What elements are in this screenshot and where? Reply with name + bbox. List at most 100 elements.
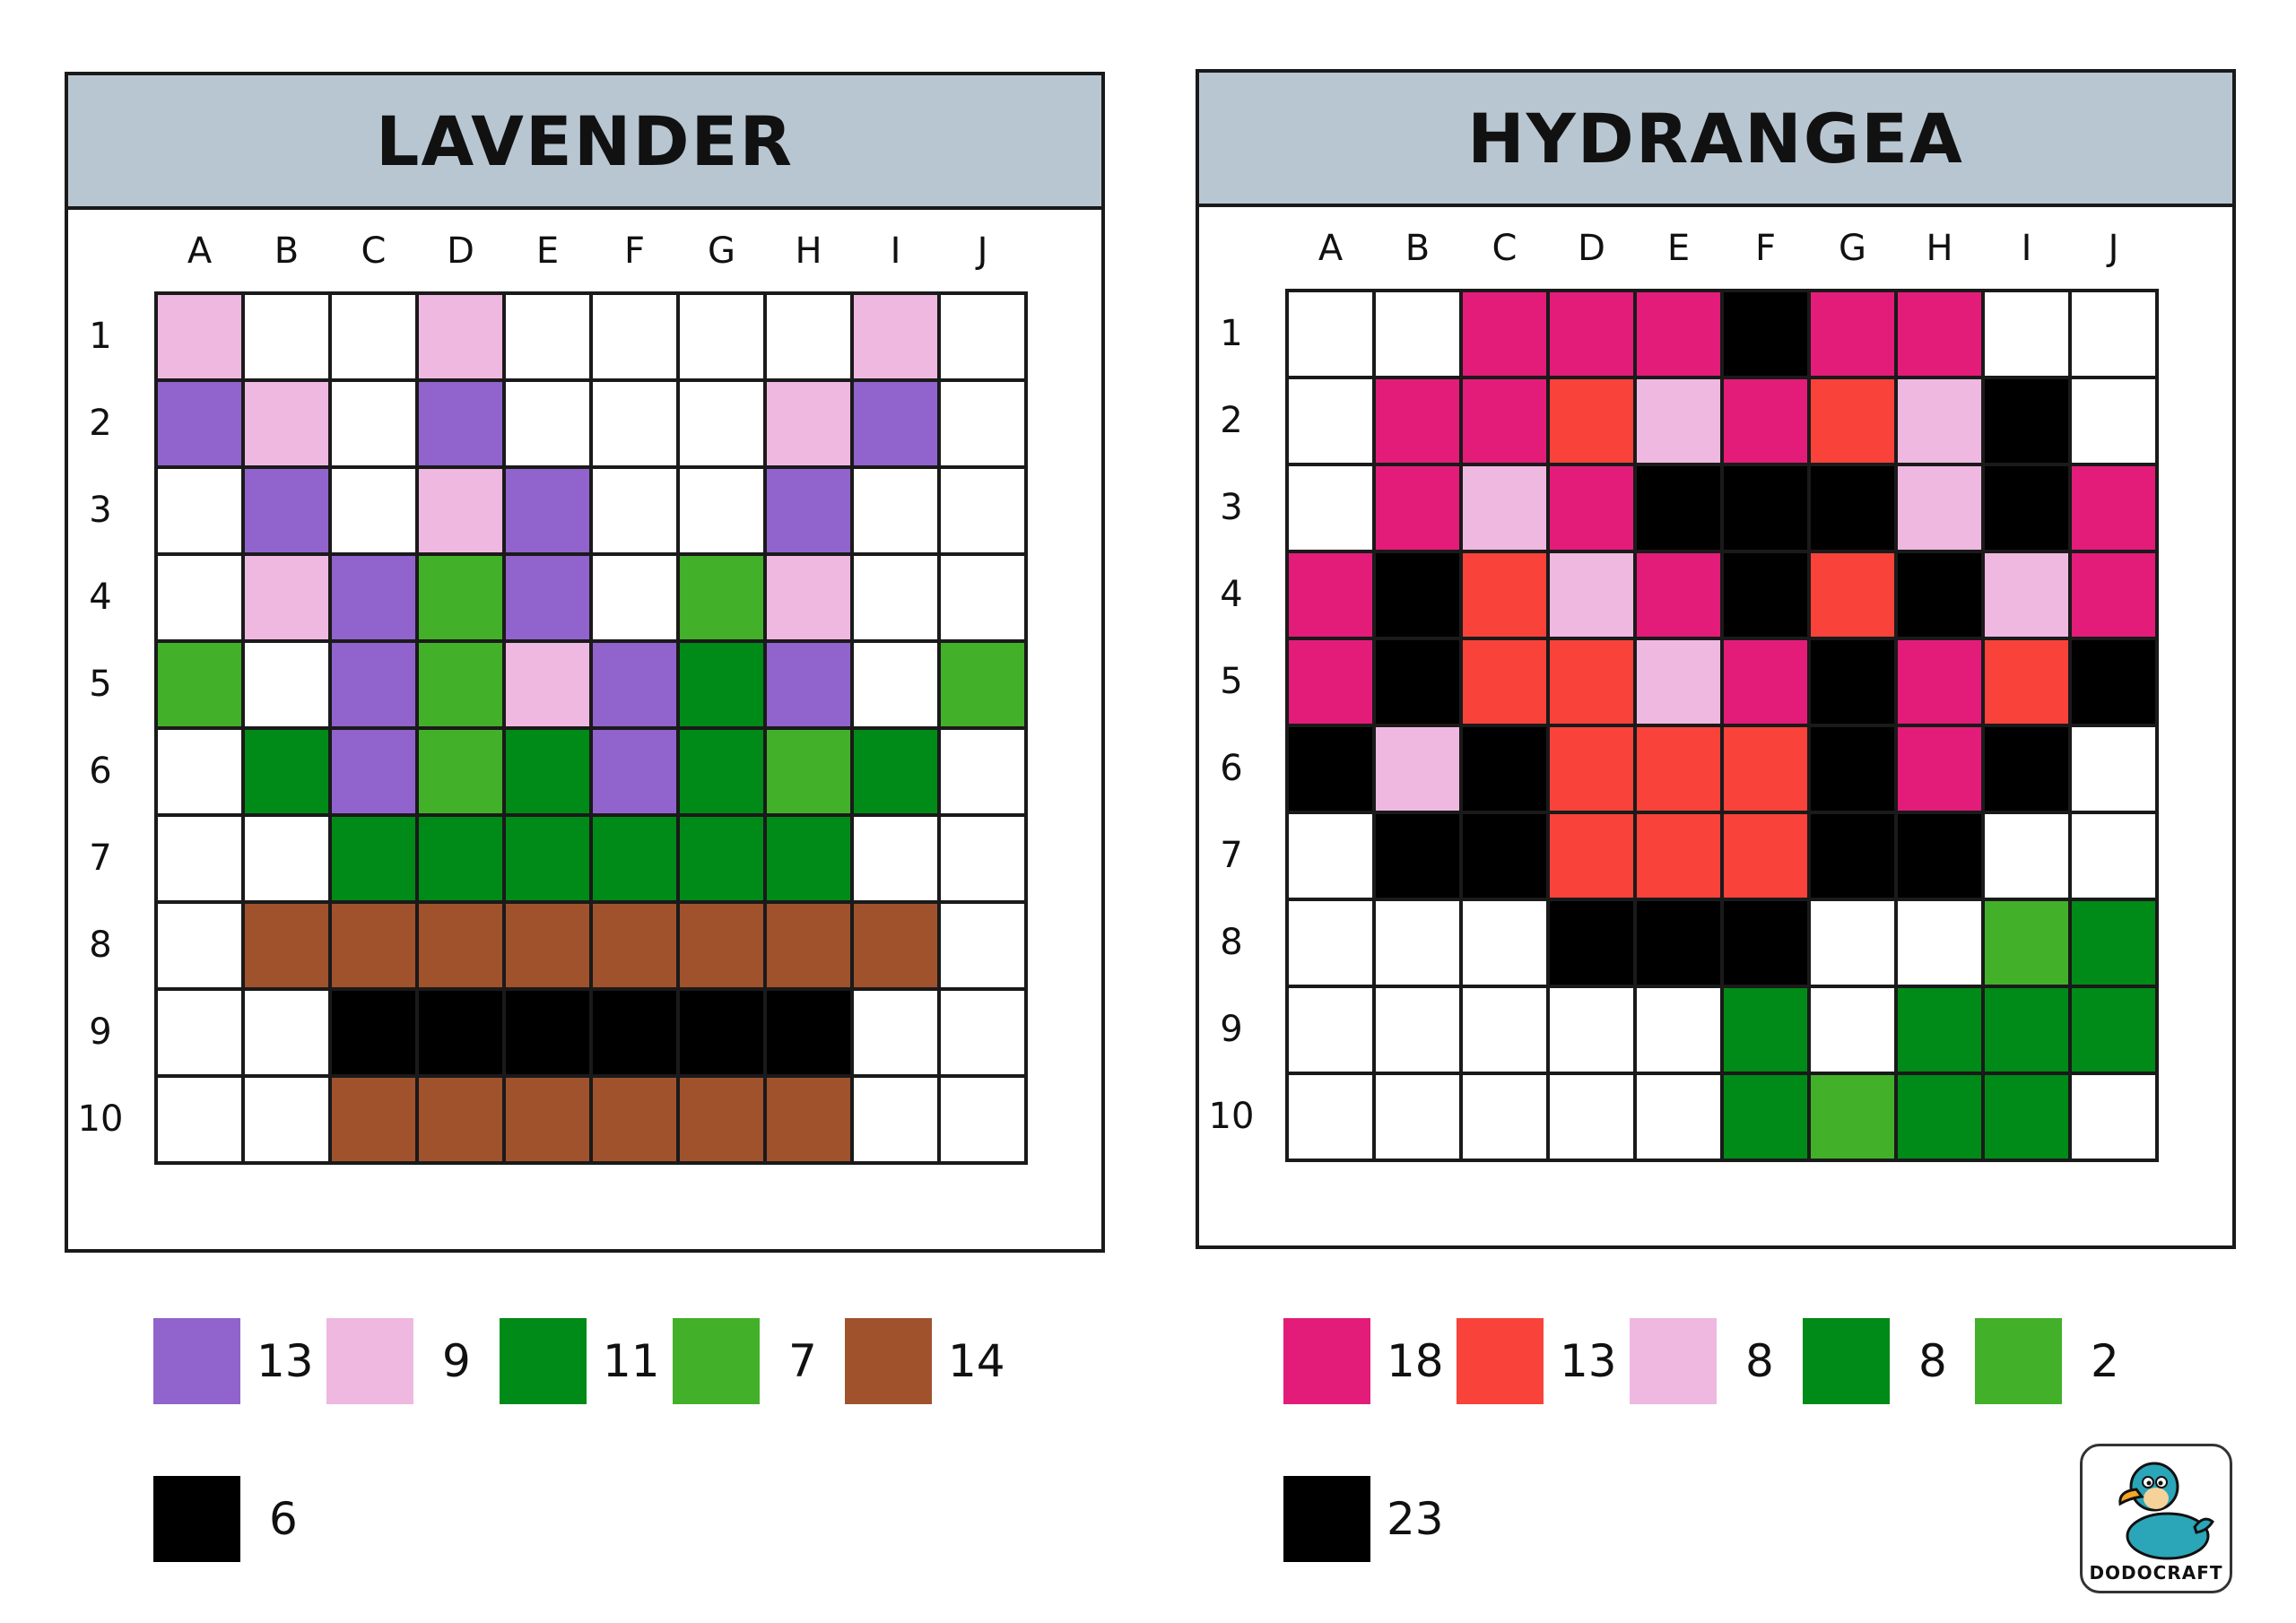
hydrangea-cell-B10 bbox=[1374, 1073, 1461, 1160]
lavender-row-label: 3 bbox=[89, 490, 112, 531]
hydrangea-cell-H6 bbox=[1896, 725, 1983, 812]
legend-swatch bbox=[153, 1476, 240, 1562]
lavender-row-label: 8 bbox=[89, 924, 112, 966]
lavender-row-label: 5 bbox=[89, 664, 112, 705]
hydrangea-cell-I5 bbox=[1983, 638, 2070, 725]
hydrangea-cell-E3 bbox=[1635, 464, 1722, 551]
lavender-cell-C5 bbox=[330, 641, 417, 728]
lavender-cell-I6 bbox=[852, 728, 939, 815]
hydrangea-cell-F7 bbox=[1722, 812, 1809, 899]
legend-count: 14 bbox=[948, 1335, 1005, 1387]
hydrangea-cell-J8 bbox=[2070, 899, 2157, 986]
hydrangea-cell-I3 bbox=[1983, 464, 2070, 551]
hydrangea-row-label: 6 bbox=[1220, 748, 1243, 789]
hydrangea-cell-C8 bbox=[1461, 899, 1548, 986]
legend-count: 13 bbox=[257, 1335, 314, 1387]
hydrangea-column-label: C bbox=[1492, 228, 1518, 269]
hydrangea-cell-D9 bbox=[1548, 986, 1635, 1073]
hydrangea-legend-item: 18 bbox=[1283, 1318, 1444, 1404]
hydrangea-cell-B7 bbox=[1374, 812, 1461, 899]
lavender-cell-A7 bbox=[156, 815, 243, 902]
hydrangea-cell-F9 bbox=[1722, 986, 1809, 1073]
hydrangea-cell-F10 bbox=[1722, 1073, 1809, 1160]
lavender-cell-H5 bbox=[765, 641, 852, 728]
legend-swatch bbox=[1283, 1318, 1370, 1404]
hydrangea-cell-B8 bbox=[1374, 899, 1461, 986]
dodo-bird-icon bbox=[2118, 1462, 2214, 1560]
lavender-row-label: 9 bbox=[89, 1011, 112, 1053]
hydrangea-cell-J4 bbox=[2070, 551, 2157, 638]
hydrangea-cell-I4 bbox=[1983, 551, 2070, 638]
hydrangea-cell-F5 bbox=[1722, 638, 1809, 725]
hydrangea-cell-H2 bbox=[1896, 378, 1983, 464]
hydrangea-cell-C7 bbox=[1461, 812, 1548, 899]
hydrangea-cell-H9 bbox=[1896, 986, 1983, 1073]
lavender-legend-item: 7 bbox=[673, 1318, 817, 1404]
hydrangea-column-label: I bbox=[2021, 228, 2032, 269]
legend-swatch bbox=[500, 1318, 587, 1404]
legend-swatch bbox=[1803, 1318, 1890, 1404]
lavender-cell-G8 bbox=[678, 902, 765, 989]
lavender-column-label: E bbox=[535, 230, 560, 272]
lavender-cell-E6 bbox=[504, 728, 591, 815]
hydrangea-column-label: J bbox=[2108, 228, 2119, 269]
lavender-legend-item: 14 bbox=[845, 1318, 1005, 1404]
lavender-cell-B9 bbox=[243, 989, 330, 1076]
hydrangea-cell-J1 bbox=[2070, 291, 2157, 378]
hydrangea-cell-B9 bbox=[1374, 986, 1461, 1073]
lavender-cell-C10 bbox=[330, 1076, 417, 1163]
lavender-row-label: 2 bbox=[89, 403, 112, 444]
lavender-cell-G3 bbox=[678, 467, 765, 554]
lavender-cell-E10 bbox=[504, 1076, 591, 1163]
lavender-cell-C6 bbox=[330, 728, 417, 815]
hydrangea-cell-I10 bbox=[1983, 1073, 2070, 1160]
lavender-cell-J5 bbox=[939, 641, 1026, 728]
hydrangea-cell-H1 bbox=[1896, 291, 1983, 378]
hydrangea-cell-B2 bbox=[1374, 378, 1461, 464]
hydrangea-cell-J10 bbox=[2070, 1073, 2157, 1160]
hydrangea-cell-E6 bbox=[1635, 725, 1722, 812]
lavender-cell-J7 bbox=[939, 815, 1026, 902]
dododcraft-logo: DODOCRAFT bbox=[2080, 1444, 2232, 1593]
lavender-legend-item: 13 bbox=[153, 1318, 314, 1404]
hydrangea-cell-C5 bbox=[1461, 638, 1548, 725]
legend-swatch bbox=[326, 1318, 413, 1404]
lavender-cell-B5 bbox=[243, 641, 330, 728]
lavender-cell-J4 bbox=[939, 554, 1026, 641]
lavender-cell-G6 bbox=[678, 728, 765, 815]
lavender-cell-B6 bbox=[243, 728, 330, 815]
hydrangea-cell-A3 bbox=[1287, 464, 1374, 551]
lavender-cell-D8 bbox=[417, 902, 504, 989]
hydrangea-cell-H3 bbox=[1896, 464, 1983, 551]
hydrangea-cell-A5 bbox=[1287, 638, 1374, 725]
hydrangea-cell-A1 bbox=[1287, 291, 1374, 378]
hydrangea-cell-D8 bbox=[1548, 899, 1635, 986]
hydrangea-cell-G2 bbox=[1809, 378, 1896, 464]
lavender-cell-D3 bbox=[417, 467, 504, 554]
hydrangea-cell-B4 bbox=[1374, 551, 1461, 638]
hydrangea-cell-D10 bbox=[1548, 1073, 1635, 1160]
hydrangea-cell-I1 bbox=[1983, 291, 2070, 378]
lavender-cell-F10 bbox=[591, 1076, 678, 1163]
lavender-cell-F9 bbox=[591, 989, 678, 1076]
lavender-cell-C8 bbox=[330, 902, 417, 989]
legend-swatch bbox=[153, 1318, 240, 1404]
lavender-cell-A6 bbox=[156, 728, 243, 815]
lavender-cell-G2 bbox=[678, 380, 765, 467]
lavender-legend-item: 11 bbox=[500, 1318, 660, 1404]
lavender-column-label: D bbox=[447, 230, 474, 272]
lavender-cell-G9 bbox=[678, 989, 765, 1076]
hydrangea-cell-I8 bbox=[1983, 899, 2070, 986]
lavender-column-label: I bbox=[890, 230, 901, 272]
hydrangea-cell-E8 bbox=[1635, 899, 1722, 986]
lavender-cell-I8 bbox=[852, 902, 939, 989]
hydrangea-column-label: E bbox=[1666, 228, 1691, 269]
hydrangea-cell-F2 bbox=[1722, 378, 1809, 464]
hydrangea-cell-H4 bbox=[1896, 551, 1983, 638]
lavender-cell-B2 bbox=[243, 380, 330, 467]
lavender-cell-H3 bbox=[765, 467, 852, 554]
lavender-cell-F7 bbox=[591, 815, 678, 902]
lavender-cell-H7 bbox=[765, 815, 852, 902]
hydrangea-row-label: 1 bbox=[1220, 313, 1243, 354]
lavender-cell-H2 bbox=[765, 380, 852, 467]
